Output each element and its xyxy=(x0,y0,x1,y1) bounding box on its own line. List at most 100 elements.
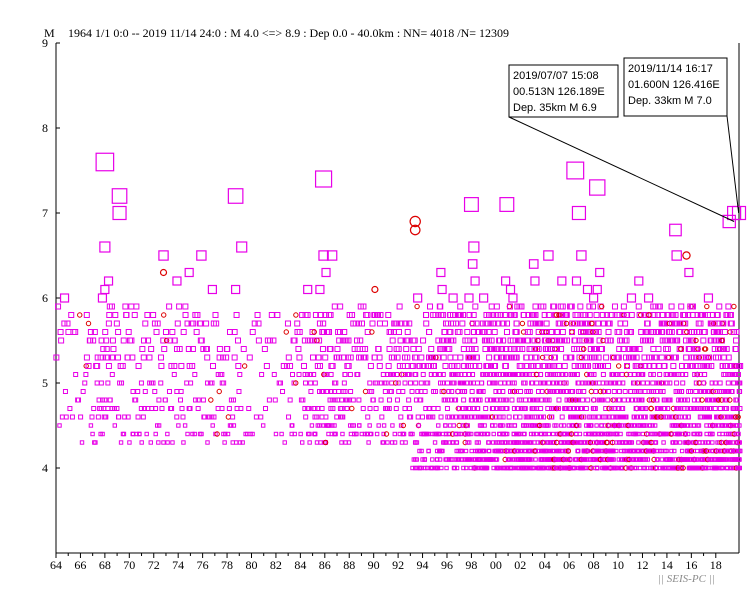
event-square xyxy=(225,431,231,437)
event-square xyxy=(411,337,418,344)
event-square xyxy=(636,440,641,445)
event-square xyxy=(484,363,491,369)
event-square xyxy=(709,380,715,386)
event-square xyxy=(580,397,586,403)
event-square xyxy=(57,423,62,428)
event-square xyxy=(432,372,438,377)
event-circle xyxy=(414,303,420,310)
event-square xyxy=(336,337,343,344)
event-square xyxy=(171,363,178,369)
event-square xyxy=(616,457,622,462)
event-square xyxy=(120,337,127,344)
event-square xyxy=(261,346,268,352)
event-square xyxy=(156,423,162,428)
x-tick-label: 02 xyxy=(514,558,526,572)
event-square xyxy=(504,406,510,411)
event-square xyxy=(102,397,108,403)
event-square xyxy=(396,363,403,369)
event-square xyxy=(205,440,210,445)
event-square xyxy=(555,372,561,377)
event-square xyxy=(296,329,303,335)
event-square xyxy=(380,372,386,377)
event-square xyxy=(611,389,617,394)
event-square xyxy=(435,337,442,344)
event-square xyxy=(83,372,89,377)
event-square xyxy=(89,414,95,420)
callout-line: 00.513N 126.189E xyxy=(513,86,605,98)
event-square xyxy=(181,440,186,445)
event-circle-large xyxy=(682,251,691,260)
event-square xyxy=(620,380,626,386)
event-square xyxy=(679,389,685,394)
event-square-large xyxy=(321,267,331,278)
event-square xyxy=(110,346,117,352)
event-square xyxy=(650,431,655,437)
event-square xyxy=(726,414,732,420)
event-square xyxy=(660,389,666,394)
event-circle xyxy=(693,337,699,344)
event-square xyxy=(403,346,410,352)
event-square xyxy=(620,303,627,310)
event-square xyxy=(80,389,86,394)
event-square xyxy=(192,431,197,437)
event-square xyxy=(672,312,679,318)
event-square xyxy=(174,389,180,394)
event-square xyxy=(90,431,95,437)
event-square xyxy=(677,440,683,445)
event-square xyxy=(603,354,610,361)
event-square xyxy=(337,303,344,310)
event-square xyxy=(730,440,735,445)
event-square xyxy=(280,363,287,369)
callout-line: Dep. 35km M 6.9 xyxy=(513,102,597,114)
event-square xyxy=(200,397,206,403)
y-tick-label: 9 xyxy=(42,36,48,50)
event-square xyxy=(555,363,562,369)
event-square xyxy=(223,354,230,361)
event-square xyxy=(344,363,351,369)
event-square xyxy=(351,423,357,428)
event-square xyxy=(300,397,306,403)
event-square xyxy=(511,312,518,318)
event-square xyxy=(309,329,316,335)
event-square xyxy=(633,354,640,361)
event-square xyxy=(657,406,663,411)
event-square xyxy=(277,380,283,386)
event-square xyxy=(594,423,599,428)
event-square xyxy=(548,414,554,420)
event-square xyxy=(171,337,178,344)
x-tick-label: 70 xyxy=(123,558,135,572)
event-square xyxy=(345,363,352,369)
event-square xyxy=(395,380,401,386)
event-square xyxy=(271,372,277,377)
event-square xyxy=(397,337,404,344)
event-square xyxy=(161,440,166,445)
event-square xyxy=(307,431,312,437)
event-square xyxy=(551,380,557,386)
event-square-large xyxy=(158,250,169,261)
event-square xyxy=(595,465,600,471)
event-square xyxy=(618,431,623,437)
event-square xyxy=(733,337,740,344)
event-square xyxy=(564,406,570,411)
event-circle xyxy=(732,414,739,420)
event-square xyxy=(386,406,392,411)
event-square xyxy=(209,363,216,369)
x-tick-label: 74 xyxy=(172,558,184,572)
event-square-large xyxy=(315,284,325,295)
event-circle xyxy=(600,337,606,344)
event-square xyxy=(585,397,591,403)
event-square xyxy=(499,346,506,352)
event-square xyxy=(732,372,738,377)
event-circle xyxy=(322,439,329,446)
event-square xyxy=(493,423,498,428)
event-square xyxy=(652,423,658,428)
event-square xyxy=(733,329,740,335)
event-square xyxy=(597,303,604,310)
event-square xyxy=(318,440,323,445)
event-square xyxy=(391,320,398,327)
event-square xyxy=(616,329,623,335)
x-tick-label: 84 xyxy=(294,558,306,572)
event-square xyxy=(556,397,562,403)
event-square xyxy=(459,320,466,327)
event-square xyxy=(624,363,631,369)
